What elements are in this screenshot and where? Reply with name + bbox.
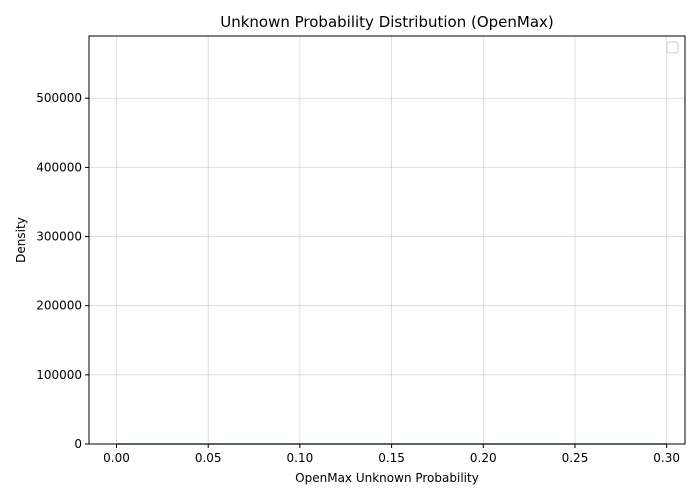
y-tick-label: 300000 (36, 230, 82, 244)
x-tick-label: 0.00 (103, 451, 130, 465)
y-tick-label: 100000 (36, 368, 82, 382)
x-tick-label: 0.15 (378, 451, 405, 465)
x-tick-label: 0.20 (470, 451, 497, 465)
plot-frame (88, 35, 686, 445)
chart-title: Unknown Probability Distribution (OpenMa… (220, 13, 554, 31)
y-ticks: 0 100000 200000 300000 400000 500000 (36, 91, 89, 451)
x-tick-label: 0.10 (287, 451, 314, 465)
y-tick-label: 400000 (36, 160, 82, 174)
y-tick-label: 500000 (36, 91, 82, 105)
x-tick-label: 0.25 (562, 451, 589, 465)
y-axis-title: Density (14, 217, 28, 263)
legend (666, 41, 679, 54)
y-tick-label: 0 (74, 437, 82, 451)
grid (89, 36, 685, 445)
legend-box (666, 41, 679, 54)
x-tick-label: 0.30 (653, 451, 680, 465)
x-axis-title: OpenMax Unknown Probability (295, 471, 479, 485)
x-ticks: 0.00 0.05 0.10 0.15 0.20 0.25 0.30 (103, 444, 680, 465)
x-tick-label: 0.05 (195, 451, 222, 465)
y-tick-label: 200000 (36, 299, 82, 313)
